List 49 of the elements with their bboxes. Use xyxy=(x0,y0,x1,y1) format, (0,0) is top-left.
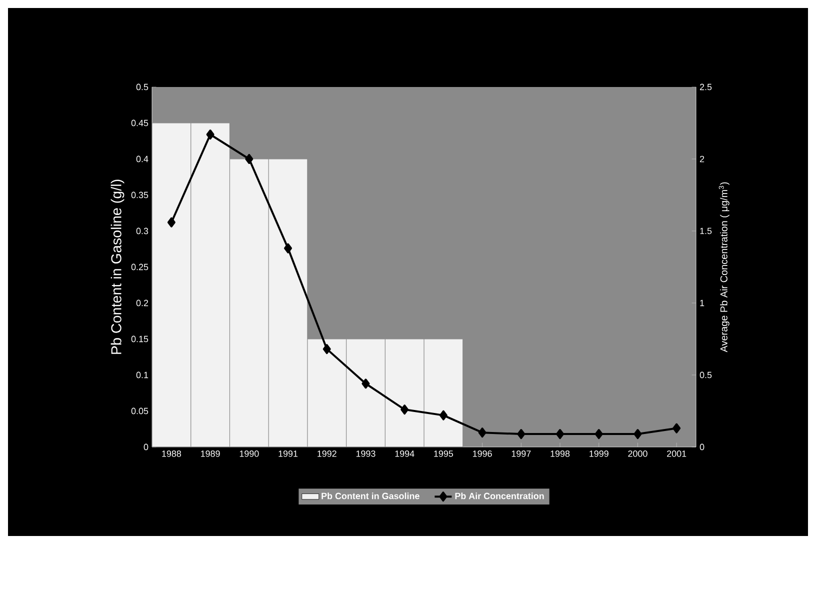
x-tick-label: 1993 xyxy=(356,450,376,457)
x-tick-label: 1995 xyxy=(434,450,454,457)
point xyxy=(439,410,448,420)
y2-tick-label: 0 xyxy=(700,444,704,450)
point xyxy=(672,423,681,434)
y2-tick-label: 1.5 xyxy=(700,228,712,234)
point xyxy=(245,154,254,164)
point xyxy=(517,429,526,440)
y-tick-label: 0.3 xyxy=(136,228,148,234)
point xyxy=(478,428,486,438)
x-tick-label: 2001 xyxy=(667,450,686,457)
y-tick-label: 0.1 xyxy=(136,372,148,378)
x-tick-label: 1997 xyxy=(512,450,531,457)
point xyxy=(362,378,370,389)
x-tick-label: 1990 xyxy=(240,450,259,457)
x-tick-label: 1996 xyxy=(473,450,492,457)
x-tick-label: 1992 xyxy=(318,450,336,457)
point xyxy=(634,429,642,440)
point xyxy=(556,429,564,440)
y2-axis-title: Average Pb Air Concentration ( μg/m$^{3}$) xyxy=(718,182,730,352)
y-tick-label: 0.4 xyxy=(136,156,148,162)
y-tick-label: 0.05 xyxy=(131,408,148,414)
y-axis-title: Pb Content in Gasoline (g/l) xyxy=(110,180,124,354)
y2-tick-label: 2.5 xyxy=(700,84,712,90)
x-tick-label: 1991 xyxy=(278,450,298,457)
x-tick-label: 1999 xyxy=(590,450,608,457)
x-tick-label: 1988 xyxy=(162,450,182,457)
x-tick-label: 1994 xyxy=(395,450,414,457)
y2-tick-label: 0.5 xyxy=(700,372,712,378)
legend-label: Pb Content in Gasoline xyxy=(322,492,420,500)
y-tick-label: 0.35 xyxy=(131,192,148,198)
x-tick-label: 2000 xyxy=(628,450,648,457)
x-tick-label: 1989 xyxy=(201,450,220,457)
x-tick-label: 1998 xyxy=(550,450,570,457)
point xyxy=(167,217,176,228)
y-tick-label: 0.15 xyxy=(131,336,148,342)
point xyxy=(284,243,292,254)
y2-tick-label: 2 xyxy=(700,156,704,162)
y-tick-label: 0.5 xyxy=(136,84,148,90)
point xyxy=(400,404,409,415)
y-tick-label: 0 xyxy=(144,444,148,450)
point xyxy=(206,130,214,140)
y-tick-label: 0.45 xyxy=(131,120,148,126)
y2-tick-label: 1 xyxy=(700,300,704,306)
y-tick-label: 0.2 xyxy=(136,300,148,306)
point xyxy=(594,429,603,440)
legend-label: Pb Air Concentration xyxy=(455,492,544,500)
y-tick-label: 0.25 xyxy=(131,264,148,270)
point xyxy=(322,344,331,354)
